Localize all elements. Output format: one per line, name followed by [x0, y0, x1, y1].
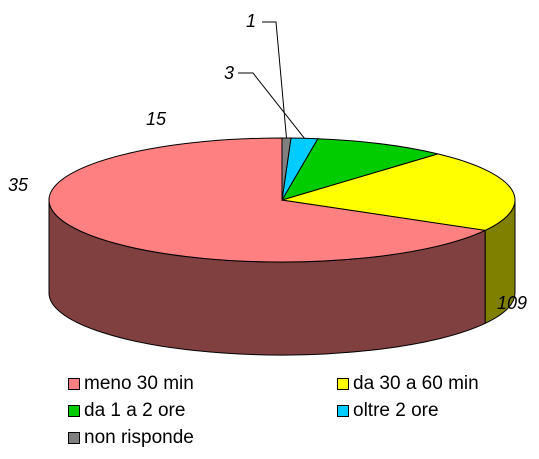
- legend-swatch: [68, 378, 80, 390]
- legend-label: non risponde: [84, 427, 194, 448]
- data-label-da-30-a-60-min: 35: [8, 175, 29, 195]
- legend-label: da 1 a 2 ore: [84, 400, 186, 421]
- pie-slice-da-30-a-60-min: [281, 153, 516, 231]
- leader-line-non-risponde: [262, 21, 287, 139]
- data-label-oltre-2-ore: 3: [224, 63, 234, 83]
- pie-slice-da-1-a-2-ore: [280, 138, 440, 201]
- legend-item-non-risponde: non risponde: [68, 427, 194, 449]
- legend-swatch: [68, 432, 80, 444]
- leader-lines: [238, 21, 305, 139]
- pie-slice-meno-30-min: [48, 137, 487, 263]
- legend-item-da-30-a-60-min: da 30 a 60 min: [337, 373, 479, 395]
- legend-item-oltre-2-ore: oltre 2 ore: [337, 400, 439, 422]
- leader-line-oltre-2-ore: [238, 72, 305, 139]
- legend-swatch: [337, 378, 349, 390]
- legend-label: oltre 2 ore: [353, 400, 439, 421]
- legend-swatch: [68, 405, 80, 417]
- data-label-meno-30-min: 109: [497, 293, 527, 313]
- pie-slices: [48, 137, 516, 263]
- legend-item-meno-30-min: meno 30 min: [68, 373, 194, 395]
- data-label-da-1-a-2-ore: 15: [146, 109, 167, 129]
- legend-item-da-1-a-2-ore: da 1 a 2 ore: [68, 400, 185, 422]
- data-label-non-risponde: 1: [246, 11, 256, 31]
- legend-label: da 30 a 60 min: [353, 373, 479, 394]
- legend-swatch: [337, 405, 349, 417]
- legend-label: meno 30 min: [84, 373, 194, 394]
